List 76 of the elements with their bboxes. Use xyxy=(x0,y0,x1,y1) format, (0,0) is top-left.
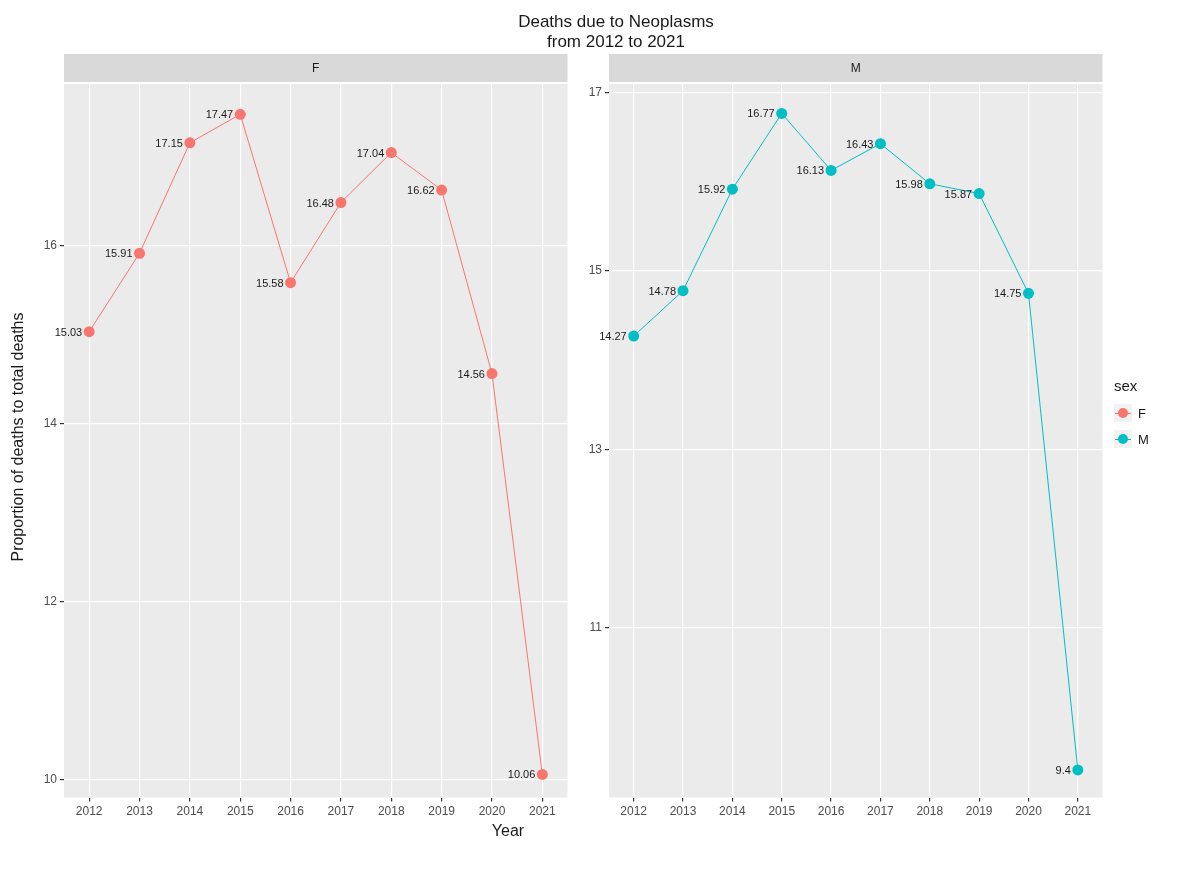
x-tick-label: 2021 xyxy=(528,804,556,819)
point xyxy=(677,285,689,297)
point xyxy=(184,137,196,149)
x-tick-label: 2013 xyxy=(669,804,697,819)
legend-label: M xyxy=(1138,431,1149,447)
data-label: 14.56 xyxy=(457,367,485,380)
data-label: 17.15 xyxy=(155,136,183,149)
point xyxy=(133,247,145,259)
point xyxy=(776,107,788,119)
data-label: 15.03 xyxy=(54,325,83,338)
point xyxy=(1072,764,1084,776)
y-tick-label: 15 xyxy=(588,263,603,278)
legend-title: sex xyxy=(1114,377,1139,394)
x-axis-title: Year xyxy=(490,822,526,840)
point xyxy=(335,196,347,208)
y-tick-label: 10 xyxy=(43,772,58,787)
data-label: 10.06 xyxy=(507,768,536,781)
x-tick-label: 2013 xyxy=(126,804,154,819)
x-tick-label: 2018 xyxy=(377,804,405,819)
point xyxy=(385,147,397,159)
data-label: 16.48 xyxy=(306,196,334,209)
x-tick-label: 2020 xyxy=(478,804,506,819)
point xyxy=(436,184,447,196)
x-tick-label: 2018 xyxy=(916,804,944,819)
point xyxy=(83,326,95,338)
y-tick-label: 17 xyxy=(588,85,603,100)
data-label: 16.43 xyxy=(845,137,874,150)
x-tick-label: 2019 xyxy=(965,804,993,819)
x-tick-label: 2017 xyxy=(866,804,894,819)
point xyxy=(486,368,498,380)
data-label: 15.91 xyxy=(104,247,133,260)
x-tick-label: 2014 xyxy=(176,804,204,819)
y-tick-label: 11 xyxy=(589,619,603,634)
text: Deaths due to Neoplasms from 2012 to 2021 xyxy=(517,11,715,52)
point xyxy=(973,188,985,200)
data-label: 14.75 xyxy=(993,287,1022,300)
data-label: 16.77 xyxy=(747,107,775,120)
data-label: 14.27 xyxy=(599,330,627,343)
point xyxy=(628,330,640,342)
data-label: 9.4 xyxy=(1055,764,1071,777)
x-tick-label: 2017 xyxy=(327,804,355,819)
x-tick-label: 2014 xyxy=(718,804,746,819)
data-label: 14.78 xyxy=(648,284,676,297)
data-label: 15.58 xyxy=(255,276,284,289)
data-label: 15.98 xyxy=(895,177,923,190)
x-tick-label: 2016 xyxy=(277,804,305,819)
point xyxy=(536,768,548,780)
point xyxy=(234,108,246,120)
y-tick-label: 13 xyxy=(588,441,603,456)
y-axis-title: Proportion of deaths to total deaths xyxy=(9,312,27,562)
x-tick-label: 2015 xyxy=(226,804,254,819)
data-label: 17.04 xyxy=(356,146,385,159)
data-label: 17.47 xyxy=(205,108,234,121)
y-tick-label: 12 xyxy=(43,593,58,608)
data-label: 16.62 xyxy=(406,184,435,197)
data-label: 15.87 xyxy=(944,187,972,200)
point xyxy=(825,164,837,176)
data-label: 16.13 xyxy=(796,164,824,177)
x-tick-label: 2016 xyxy=(817,804,845,819)
point xyxy=(924,178,936,190)
x-tick-label: 2015 xyxy=(768,804,796,819)
y-tick-label: 16 xyxy=(43,237,58,252)
x-tick-label: 2012 xyxy=(620,804,648,819)
x-tick-label: 2019 xyxy=(428,804,456,819)
x-tick-label: 2020 xyxy=(1015,804,1043,819)
point xyxy=(874,138,886,150)
point xyxy=(726,183,738,195)
y-tick-label: 14 xyxy=(43,415,58,430)
point xyxy=(284,277,296,289)
text: F xyxy=(1138,405,1146,421)
data-label: 15.92 xyxy=(697,183,726,196)
point xyxy=(1022,287,1034,299)
x-tick-label: 2012 xyxy=(75,804,103,819)
x-tick-label: 2021 xyxy=(1064,804,1092,819)
chart-subtitle: M xyxy=(608,54,1103,82)
text: F xyxy=(63,54,568,82)
